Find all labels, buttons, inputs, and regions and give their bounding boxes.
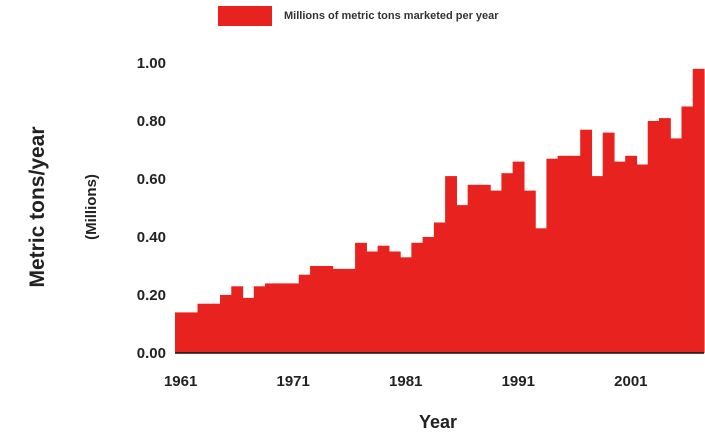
bar-1963 xyxy=(197,303,210,353)
bar-1987 xyxy=(467,184,480,353)
bar-1979 xyxy=(377,245,390,353)
bar-1968 xyxy=(253,286,266,353)
x-tick-label: 2001 xyxy=(614,373,647,390)
bar-1998 xyxy=(591,176,604,353)
bar-1980 xyxy=(388,251,401,353)
bar-1993 xyxy=(535,228,548,353)
bar-1984 xyxy=(433,222,446,353)
bar-1977 xyxy=(355,242,367,353)
bar-1962 xyxy=(186,312,199,353)
y-tick-label: 0.60 xyxy=(137,171,166,188)
bar-2004 xyxy=(658,118,671,353)
bar-1996 xyxy=(568,155,581,353)
bar-1974 xyxy=(321,266,334,353)
bar-1985 xyxy=(445,176,457,353)
bar-2001 xyxy=(625,155,638,353)
bar-2005 xyxy=(670,138,683,353)
bar-1966 xyxy=(231,286,244,353)
bar-1988 xyxy=(478,184,491,353)
bar-1992 xyxy=(523,190,536,353)
bars-group xyxy=(175,68,705,354)
bar-1994 xyxy=(546,158,559,353)
bar-1972 xyxy=(298,274,311,353)
bar-1990 xyxy=(501,173,514,353)
legend-swatch xyxy=(218,6,272,26)
bar-1999 xyxy=(602,132,615,353)
legend-label: Millions of metric tons marketed per yea… xyxy=(284,10,499,22)
bar-1995 xyxy=(557,155,570,353)
legend: Millions of metric tons marketed per yea… xyxy=(218,6,499,26)
bar-2003 xyxy=(647,121,660,353)
bar-1981 xyxy=(400,257,412,353)
bar-1978 xyxy=(366,251,379,353)
bar-1967 xyxy=(242,297,255,353)
bar-1991 xyxy=(512,161,525,353)
y-tick-label: 0.00 xyxy=(137,345,166,362)
y-tick-labels: 0.00 0.20 0.40 0.60 0.80 1.00 xyxy=(137,55,166,362)
bar-1982 xyxy=(411,242,424,353)
bar-2000 xyxy=(613,161,626,353)
bar-1989 xyxy=(490,190,503,353)
bar-1986 xyxy=(456,205,469,353)
x-tick-label: 1971 xyxy=(276,373,309,390)
x-tick-label: 1961 xyxy=(164,373,197,390)
bar-1997 xyxy=(580,129,593,353)
bar-1973 xyxy=(310,266,322,353)
y-tick-label: 1.00 xyxy=(137,55,166,72)
bar-1969 xyxy=(265,283,277,353)
y-tick-label: 0.40 xyxy=(137,229,166,246)
bar-1964 xyxy=(208,303,221,353)
y-tick-label: 0.80 xyxy=(137,113,166,130)
bar-1970 xyxy=(276,283,289,353)
x-tick-label: 1981 xyxy=(389,373,422,390)
bar-1976 xyxy=(343,268,356,353)
y-axis-unit: (Millions) xyxy=(83,174,100,240)
x-axis-title: Year xyxy=(419,412,457,432)
bar-1961 xyxy=(175,312,187,353)
y-tick-label: 0.20 xyxy=(137,287,166,304)
bar-1971 xyxy=(287,283,300,353)
bar-2002 xyxy=(636,164,649,353)
x-tick-label: 1991 xyxy=(502,373,535,390)
x-tick-labels: 1961 1971 1981 1991 2001 xyxy=(164,373,648,390)
bar-2006 xyxy=(681,106,694,353)
bar-1983 xyxy=(422,237,435,353)
bar-1965 xyxy=(220,295,232,353)
bar-1975 xyxy=(332,268,345,353)
y-axis-title: Metric tons/year xyxy=(26,126,49,287)
bar-2007 xyxy=(692,68,705,354)
